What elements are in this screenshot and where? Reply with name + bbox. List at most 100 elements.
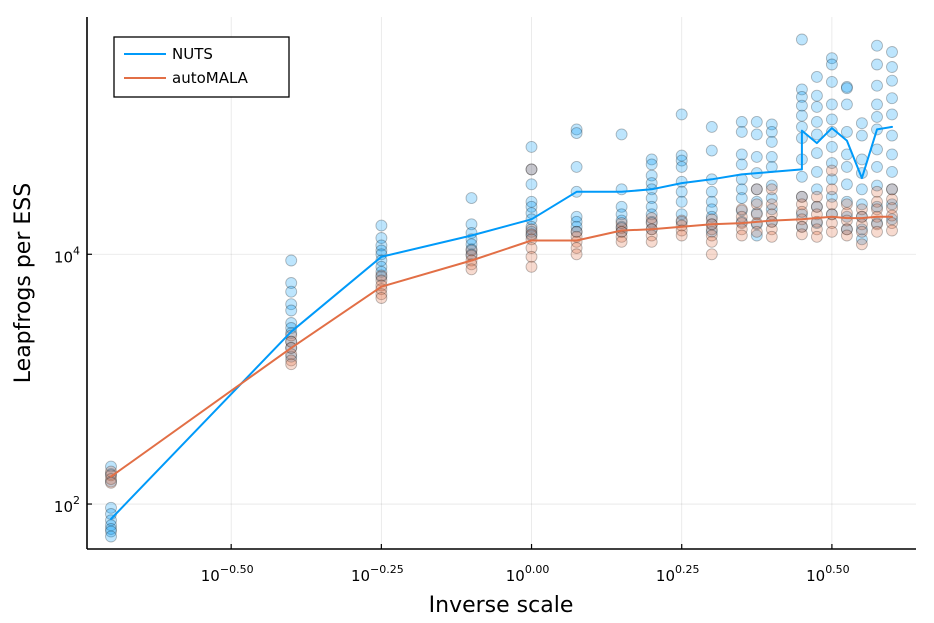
point-nuts-67 — [645, 192, 658, 205]
point-nuts-140 — [825, 58, 838, 71]
point-nuts-136 — [810, 183, 823, 196]
point-nuts-137 — [810, 200, 823, 213]
y-tick-labels: 102 104 — [54, 244, 80, 516]
point-nuts-131 — [810, 100, 823, 113]
point-nuts-104 — [750, 195, 763, 208]
point-nuts-90 — [735, 115, 748, 128]
point-automala-74 — [795, 228, 808, 241]
point-nuts-51 — [570, 210, 583, 223]
point-nuts-147 — [825, 173, 838, 186]
point-nuts-86 — [705, 203, 718, 216]
point-nuts-128 — [795, 220, 808, 233]
point-nuts-161 — [855, 129, 868, 142]
x-tick-label-4: 100.50 — [806, 563, 850, 585]
point-nuts-185 — [886, 129, 898, 142]
point-nuts-103 — [750, 183, 763, 196]
point-automala-38 — [645, 212, 658, 225]
point-nuts-39 — [525, 178, 538, 191]
point-nuts-82 — [705, 144, 718, 157]
point-nuts-64 — [645, 169, 658, 182]
point-nuts-150 — [840, 80, 853, 93]
x-axis-title: Inverse scale — [429, 593, 574, 618]
point-nuts-47 — [570, 123, 583, 136]
point-nuts-62 — [645, 153, 658, 166]
point-nuts-167 — [855, 223, 868, 236]
point-automala-52 — [705, 248, 718, 261]
x-tick-label-2: 100.00 — [506, 563, 550, 585]
point-automala-46 — [675, 229, 688, 242]
point-automala-90 — [840, 223, 853, 236]
point-automala-21 — [525, 163, 538, 176]
point-automala-26 — [525, 250, 538, 263]
point-nuts-58 — [615, 208, 628, 221]
point-nuts-1 — [105, 468, 117, 481]
point-nuts-29 — [375, 270, 388, 283]
point-automala-101 — [871, 218, 883, 231]
point-nuts-160 — [855, 117, 868, 130]
point-nuts-182 — [886, 74, 898, 87]
point-automala-79 — [810, 223, 823, 236]
point-automala-91 — [840, 229, 853, 242]
point-nuts-69 — [645, 208, 658, 221]
point-automala-37 — [615, 235, 628, 248]
point-nuts-89 — [705, 225, 718, 238]
point-nuts-0 — [105, 460, 117, 473]
point-nuts-108 — [765, 118, 778, 131]
point-automala-10 — [375, 269, 388, 282]
point-nuts-40 — [525, 195, 538, 208]
point-nuts-28 — [375, 265, 388, 278]
point-nuts-107 — [750, 229, 763, 242]
point-nuts-56 — [615, 183, 628, 196]
point-nuts-70 — [645, 215, 658, 228]
point-automala-81 — [825, 164, 838, 177]
point-nuts-11 — [285, 277, 298, 289]
point-nuts-45 — [525, 225, 538, 238]
x-tick-label-3: 100.25 — [656, 563, 700, 585]
point-nuts-77 — [675, 185, 688, 198]
point-automala-50 — [705, 229, 718, 242]
point-nuts-75 — [675, 160, 688, 173]
point-nuts-96 — [735, 192, 748, 205]
point-automala-69 — [795, 190, 808, 203]
point-nuts-95 — [735, 183, 748, 196]
x-tick-label-1: 10−0.25 — [351, 563, 404, 585]
axes — [86, 17, 916, 550]
point-nuts-12 — [285, 285, 298, 298]
line-automala — [110, 215, 893, 478]
point-nuts-63 — [645, 158, 658, 171]
point-automala-95 — [855, 225, 868, 238]
point-automala-33 — [615, 217, 628, 230]
point-automala-57 — [735, 229, 748, 242]
point-automala-99 — [871, 203, 883, 216]
point-automala-108 — [886, 224, 898, 237]
point-nuts-85 — [705, 195, 718, 208]
point-nuts-156 — [840, 178, 853, 191]
point-automala-2 — [105, 473, 117, 486]
mean-lines — [110, 125, 893, 520]
point-nuts-133 — [810, 128, 823, 141]
point-nuts-100 — [750, 128, 763, 141]
point-nuts-109 — [765, 125, 778, 138]
point-automala-71 — [795, 205, 808, 218]
point-automala-97 — [871, 185, 883, 198]
point-nuts-117 — [795, 33, 808, 46]
point-nuts-126 — [795, 190, 808, 203]
point-nuts-145 — [825, 140, 838, 153]
point-automala-80 — [810, 230, 823, 243]
point-nuts-143 — [825, 113, 838, 126]
point-nuts-155 — [840, 160, 853, 173]
point-automala-82 — [825, 183, 838, 196]
point-nuts-20 — [285, 350, 298, 363]
point-nuts-159 — [840, 223, 853, 236]
point-automala-68 — [765, 230, 778, 243]
legend-label-nuts: NUTS — [172, 45, 213, 63]
point-nuts-169 — [871, 39, 883, 52]
point-automala-64 — [765, 198, 778, 211]
point-nuts-187 — [886, 165, 898, 178]
point-automala-102 — [871, 225, 883, 238]
point-nuts-164 — [855, 183, 868, 196]
point-nuts-31 — [465, 218, 478, 231]
point-nuts-115 — [765, 203, 778, 216]
legend-label-automala: autoMALA — [172, 69, 249, 87]
